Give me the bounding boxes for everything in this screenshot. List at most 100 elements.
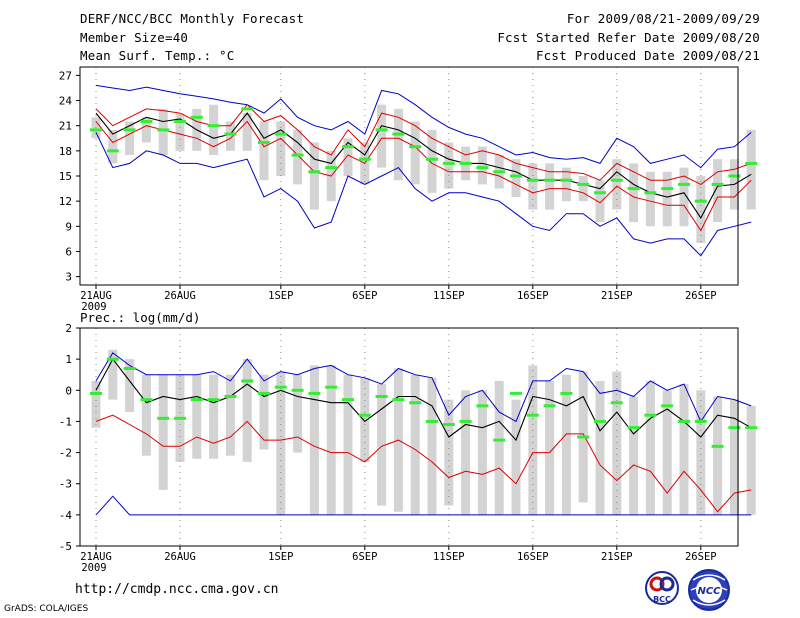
prec-max-line <box>95 352 752 423</box>
temp-spread-box-day-14 <box>309 142 319 210</box>
temp-observed-mark-day-25 <box>493 170 506 174</box>
prec-spread-box-day-24 <box>477 390 487 515</box>
temp-observed-mark-day-28 <box>543 178 556 182</box>
prec-observed-mark-day-40 <box>745 426 758 430</box>
temp-spread-box-day-20 <box>410 121 420 185</box>
temp-x-tick-label: 26SEP <box>685 290 717 302</box>
temp-spread-box-day-13 <box>293 129 303 185</box>
prec-spread-box-day-31 <box>595 380 605 515</box>
temp-observed-mark-day-33 <box>627 187 640 191</box>
temp-observed-mark-day-35 <box>661 187 674 191</box>
temp-spread-box-day-8 <box>209 104 219 156</box>
forecast-period: For 2009/08/21-2009/09/29 <box>566 11 760 26</box>
prec-y-tick-label: 2 <box>65 322 72 335</box>
temp-observed-mark-day-14 <box>308 170 321 174</box>
temp-observed-mark-day-39 <box>728 174 741 178</box>
temp-observed-mark-day-7 <box>190 115 203 119</box>
prec-spread-box-day-22 <box>444 399 454 506</box>
temp-observed-mark-day-37 <box>694 199 707 203</box>
temp-spread-box-day-28 <box>545 163 555 210</box>
ncc-logo-text: NCC <box>697 586 721 597</box>
temp-y-tick-label: 3 <box>65 271 72 284</box>
prec-observed-mark-day-34 <box>644 413 657 417</box>
prec-spread-box-day-12 <box>276 371 286 515</box>
prec-observed-mark-day-7 <box>190 398 203 402</box>
prec-observed-mark-day-18 <box>375 395 388 399</box>
temp-observed-mark-day-6 <box>174 120 186 123</box>
temp-max-line <box>95 84 752 169</box>
temp-observed-mark-day-31 <box>594 191 606 195</box>
prec-spread-box-day-10 <box>242 359 252 462</box>
prec-spread-box-day-13 <box>293 374 303 453</box>
temp-observed-mark-day-16 <box>342 145 354 149</box>
prec-observed-mark-day-29 <box>560 391 573 395</box>
prec-spread-box-day-15 <box>326 365 336 515</box>
temp-x-tick-label: 11SEP <box>433 290 465 302</box>
footer-url[interactable]: http://cmdp.ncc.cma.gov.cn <box>75 582 279 597</box>
prec-x-tick-year: 2009 <box>81 562 106 574</box>
prec-spread-box-day-28 <box>545 380 555 515</box>
temp-spread-box-day-40 <box>746 129 756 210</box>
temp-observed-mark-day-23 <box>459 161 472 165</box>
temp-spread-box-day-32 <box>612 159 622 210</box>
temp-spread-box-day-19 <box>393 108 403 181</box>
temp-lower-line <box>95 120 752 232</box>
temp-spread-box-day-38 <box>713 159 723 223</box>
prec-x-tick-label: 11SEP <box>433 551 465 563</box>
temp-spread-box-day-22 <box>444 142 454 189</box>
prec-min-line <box>95 495 752 516</box>
prec-observed-mark-day-24 <box>476 404 489 408</box>
prec-observed-mark-day-22 <box>442 423 455 427</box>
temp-observed-mark-day-10 <box>241 107 254 111</box>
prec-observed-mark-day-6 <box>174 416 186 420</box>
prec-x-tick-label: 6SEP <box>352 551 377 563</box>
prec-observed-mark-day-8 <box>207 398 220 402</box>
temp-spread-box-day-36 <box>679 167 689 227</box>
temp-y-tick-label: 6 <box>65 245 72 258</box>
temp-spread-box-day-30 <box>578 176 588 202</box>
temp-observed-mark-day-19 <box>392 132 405 136</box>
prec-y-tick-label: -3 <box>59 478 72 491</box>
prec-observed-mark-day-17 <box>358 413 371 417</box>
temp-observed-mark-day-22 <box>442 161 455 165</box>
prec-observed-mark-day-10 <box>241 379 254 383</box>
prec-observed-mark-day-39 <box>728 426 741 430</box>
temp-spread-box-day-21 <box>427 129 437 193</box>
temp-observed-mark-day-8 <box>207 124 220 128</box>
temp-observed-mark-day-1 <box>90 128 102 132</box>
prec-observed-mark-day-20 <box>409 401 422 405</box>
temp-spread-box-day-16 <box>343 138 353 176</box>
prec-spread-box-day-1 <box>91 380 101 428</box>
prec-spread-box-day-20 <box>410 374 420 515</box>
prec-observed-mark-day-25 <box>493 438 506 442</box>
forecast-produced-date: Fcst Produced Date 2009/08/21 <box>535 48 760 63</box>
temp-spread-box-day-31 <box>595 180 605 223</box>
prec-spread-box-day-36 <box>679 384 689 515</box>
prec-observed-mark-day-3 <box>123 366 136 370</box>
temp-spread-box-day-9 <box>225 121 235 151</box>
prec-spread-box-day-4 <box>141 374 151 456</box>
prec-x-tick-label: 1SEP <box>268 551 293 563</box>
prec-spread-box-day-3 <box>125 359 135 413</box>
prec-spread-box-day-37 <box>696 390 706 515</box>
prec-x-tick-label: 21AUG <box>80 551 112 563</box>
prec-observed-mark-day-16 <box>342 398 354 402</box>
temp-y-tick-label: 27 <box>59 69 72 82</box>
temp-observed-mark-day-3 <box>123 128 136 132</box>
temp-observed-mark-day-4 <box>140 120 153 123</box>
prec-observed-mark-day-13 <box>291 388 304 392</box>
prec-observed-mark-day-19 <box>392 398 405 402</box>
temp-x-tick-label: 21AUG <box>80 290 112 302</box>
prec-spread-box-day-39 <box>729 399 739 515</box>
temp-spread-box-day-26 <box>511 159 521 197</box>
prec-x-tick-label: 21SEP <box>601 551 633 563</box>
prec-y-tick-label: 0 <box>65 384 72 397</box>
temp-y-tick-label: 24 <box>59 95 73 108</box>
prec-observed-mark-day-38 <box>711 444 724 448</box>
prec-lower-line <box>95 414 752 513</box>
temp-observed-mark-day-20 <box>409 145 422 149</box>
prec-y-tick-label: -5 <box>59 540 72 553</box>
temp-spread-box-day-11 <box>259 121 269 181</box>
temp-y-tick-label: 9 <box>65 220 72 233</box>
temp-spread-box-day-29 <box>561 167 571 202</box>
